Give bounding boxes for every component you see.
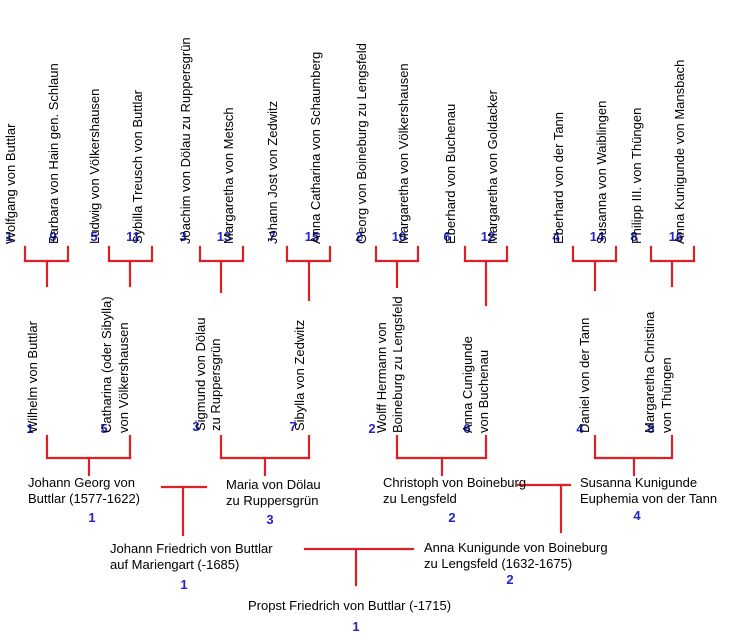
ancestor-number: 1: [88, 510, 96, 525]
ancestor-number: 4: [552, 229, 560, 244]
ancestor-number: 1: [180, 577, 188, 592]
ancestor-number: 2: [448, 510, 456, 525]
ancestor-number: 4: [576, 421, 584, 436]
ancestor-number: 7: [289, 419, 297, 434]
ancestor-number: 6: [463, 421, 471, 436]
ancestor-name: Anna Kunigunde von Boineburg zu Lengsfeld…: [424, 540, 608, 571]
ancestor-number: 2: [368, 421, 376, 436]
ancestor-number: 6: [443, 229, 451, 244]
ancestor-number: 2: [506, 572, 514, 587]
ancestor-number: 4: [633, 508, 641, 523]
proband-number: 1: [352, 619, 360, 634]
ancestor-number: 3: [266, 512, 274, 527]
ancestor-number: 3: [179, 229, 187, 244]
ancestor-number: 15: [304, 229, 320, 244]
ancestor-number: 8: [647, 421, 655, 436]
ancestor-name: Susanna Kunigunde Euphemia von der Tann: [580, 475, 718, 506]
ancestor-number: 1: [26, 421, 34, 436]
ancestor-number: 14: [589, 229, 605, 244]
ancestor-number: 9: [49, 229, 57, 244]
ancestor-name: Johann Georg von Buttlar (1577-1622): [28, 475, 141, 506]
ancestor-number: 8: [630, 229, 638, 244]
ancestor-number: 5: [100, 421, 108, 436]
ancestor-name: Johann Friedrich von Buttlar auf Marienga…: [110, 541, 273, 572]
ancestor-number: 16: [668, 229, 684, 244]
ancestor-number: 1: [5, 229, 13, 244]
ancestor-number: 2: [355, 229, 363, 244]
ancestor-number: 10: [391, 229, 407, 244]
proband-name: Propst Friedrich von Buttlar (-1715): [248, 598, 452, 613]
ancestor-number: 12: [480, 229, 496, 244]
ancestor-name: Christoph von Boineburg zu Lengsfeld: [383, 475, 527, 506]
ancestor-number: 11: [126, 229, 140, 244]
ancestor-name: Maria von Dölau zu Ruppersgrün: [226, 477, 321, 508]
ancestor-number: 3: [192, 419, 200, 434]
ancestor-number: 7: [268, 229, 276, 244]
ancestor-number: 5: [90, 229, 98, 244]
ancestor-number: 13: [216, 229, 232, 244]
